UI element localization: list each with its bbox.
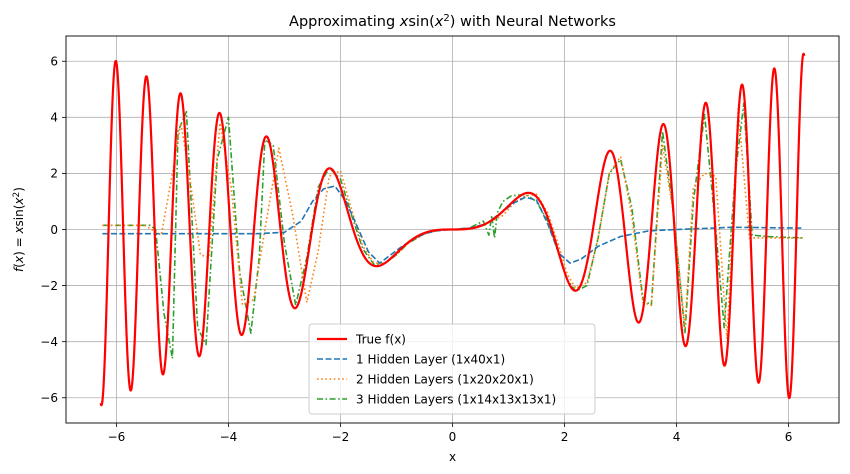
- y-tick-label: 6: [50, 55, 58, 69]
- y-tick-label: 2: [50, 167, 58, 181]
- series-line-2-hidden-layers-1x20x20x1: [102, 108, 803, 340]
- legend-label-2-hidden: 2 Hidden Layers (1x20x20x1): [356, 373, 534, 387]
- y-tick-label: −6: [40, 391, 58, 405]
- x-tick-label: 4: [673, 430, 681, 444]
- x-tick-label: 2: [561, 430, 569, 444]
- y-tick-label: −2: [40, 279, 58, 293]
- x-tick-label: 0: [449, 430, 457, 444]
- y-tick-label: −4: [40, 335, 58, 349]
- series-line-true-f-x: [99, 52, 806, 407]
- x-tick-label: −6: [108, 430, 126, 444]
- y-tick-label: 4: [50, 111, 58, 125]
- series-line-3-hidden-layers-1x14x13x13x1: [102, 102, 803, 360]
- x-tick-label: −2: [332, 430, 350, 444]
- y-axis-title: f(x) = xsin(x2): [12, 187, 26, 272]
- series-layer: [99, 52, 806, 407]
- legend-label-3-hidden: 3 Hidden Layers (1x14x13x13x1): [356, 393, 556, 407]
- chart-title: Approximating xsin(x2) with Neural Netwo…: [289, 13, 616, 30]
- legend: True f(x) 1 Hidden Layer (1x40x1) 2 Hidd…: [308, 323, 596, 415]
- legend-label-true: True f(x): [355, 333, 406, 347]
- legend-label-1-hidden: 1 Hidden Layer (1x40x1): [356, 353, 505, 367]
- x-axis-title: x: [449, 450, 456, 464]
- x-tick-label: −4: [220, 430, 238, 444]
- x-tick-label: 6: [785, 430, 793, 444]
- y-tick-label: 0: [50, 223, 58, 237]
- legend-box: [308, 323, 596, 415]
- ticks: −6 −4 −2 0 2 4 6 −6 −4 −2 0 2 4 6: [40, 55, 792, 444]
